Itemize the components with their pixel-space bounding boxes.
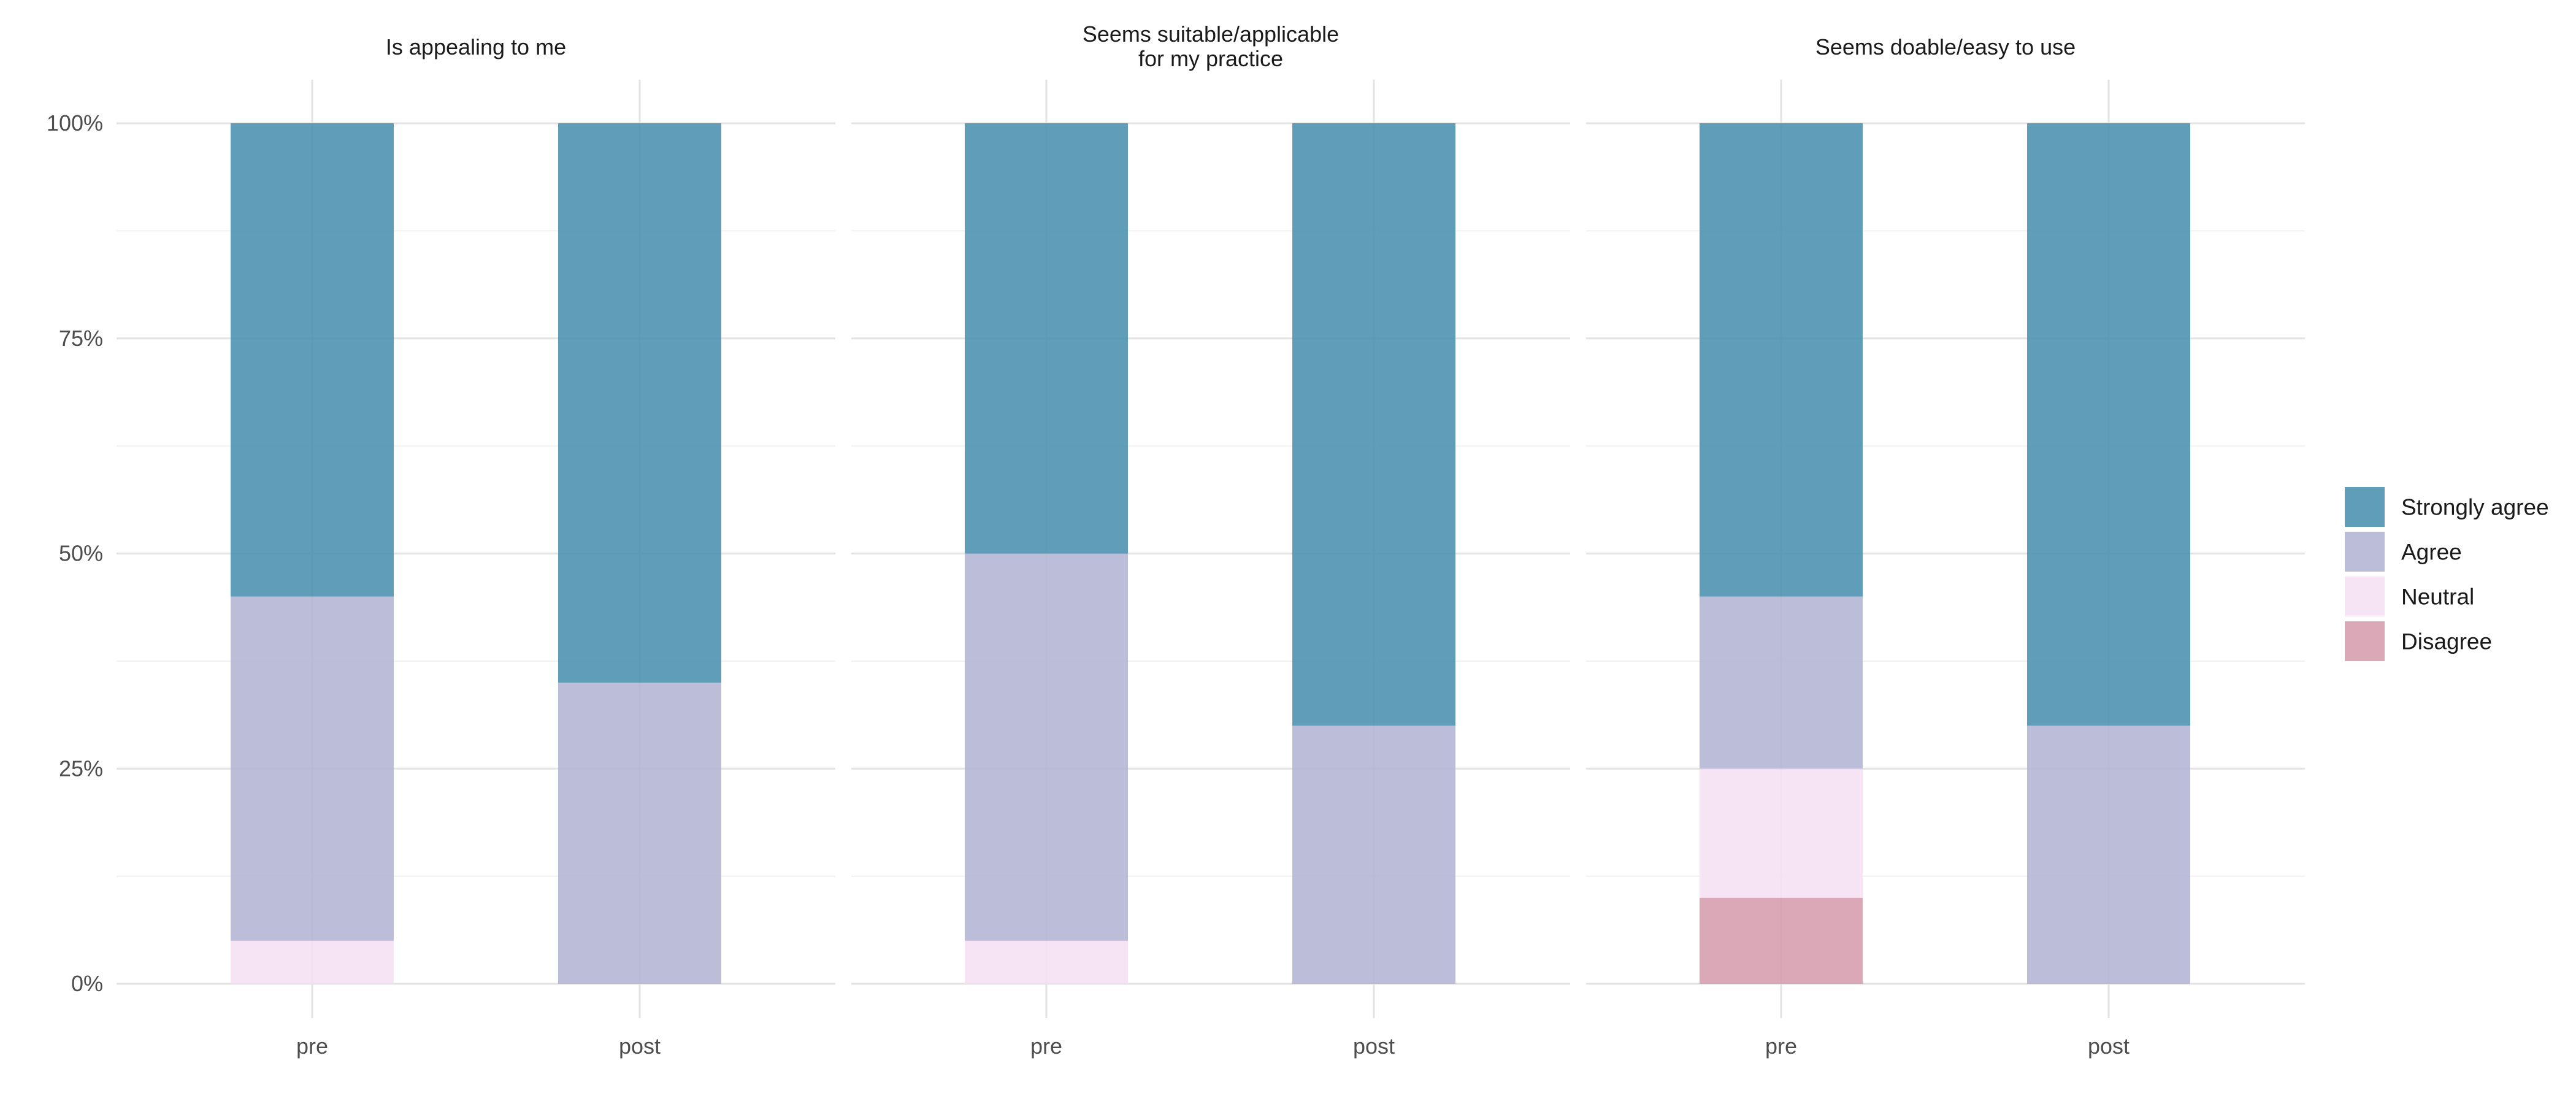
bar-segment-disagree-pre <box>1700 897 1863 984</box>
x-tick-label: post <box>2088 1033 2129 1059</box>
legend: Strongly agree Agree Neutral Disagree <box>2345 487 2549 661</box>
panel-titles: Is appealing to me Seems suitable/applica… <box>386 21 2076 71</box>
legend-key-neutral <box>2345 577 2385 616</box>
panel-title: Is appealing to me <box>386 34 566 59</box>
bar-segment-neutral-pre <box>965 940 1128 984</box>
y-tick-label: 75% <box>59 326 103 351</box>
bar-segment-agree-post <box>558 682 721 984</box>
x-tick-label: post <box>619 1033 661 1059</box>
bar-segment-agree-pre <box>965 553 1128 941</box>
bar-segment-agree-post <box>1292 726 1455 984</box>
x-tick-label: pre <box>1765 1033 1797 1059</box>
y-tick-label: 0% <box>71 971 103 996</box>
bar-segment-neutral-pre <box>1700 769 1863 898</box>
legend-key-agree <box>2345 532 2385 572</box>
y-tick-label: 100% <box>47 110 103 136</box>
legend-label-neutral: Neutral <box>2401 585 2474 610</box>
legend-key-disagree <box>2345 621 2385 661</box>
legend-key-strongly-agree <box>2345 487 2385 527</box>
y-tick-label: 25% <box>59 756 103 781</box>
panel-title: Seems suitable/applicable for my practice <box>1083 21 1339 71</box>
x-axis: pre post pre post pre post <box>296 1033 2129 1059</box>
bar-segment-strongly-agree-post <box>2027 123 2190 726</box>
x-tick-label: pre <box>1030 1033 1062 1059</box>
legend-label-agree: Agree <box>2401 540 2462 565</box>
bar-segment-agree-pre <box>1700 596 1863 769</box>
legend-label-disagree: Disagree <box>2401 629 2492 654</box>
grid-layer <box>117 80 2305 1018</box>
x-tick-label: post <box>1353 1033 1395 1059</box>
bar-segment-strongly-agree-post <box>558 123 721 683</box>
y-axis: 0% 25% 50% 75% 100% <box>47 110 103 996</box>
bar-segment-strongly-agree-post <box>1292 123 1455 726</box>
x-tick-label: pre <box>296 1033 328 1059</box>
bar-segment-strongly-agree-pre <box>1700 123 1863 597</box>
bar-segment-agree-post <box>2027 726 2190 984</box>
bars-layer <box>231 123 2190 984</box>
bar-segment-strongly-agree-pre <box>965 123 1128 554</box>
bar-segment-strongly-agree-pre <box>231 123 394 597</box>
panel-title: Seems doable/easy to use <box>1815 34 2076 59</box>
y-tick-label: 50% <box>59 541 103 566</box>
legend-label-strongly-agree: Strongly agree <box>2401 495 2549 520</box>
bar-segment-agree-pre <box>231 596 394 941</box>
bar-segment-neutral-pre <box>231 940 394 984</box>
